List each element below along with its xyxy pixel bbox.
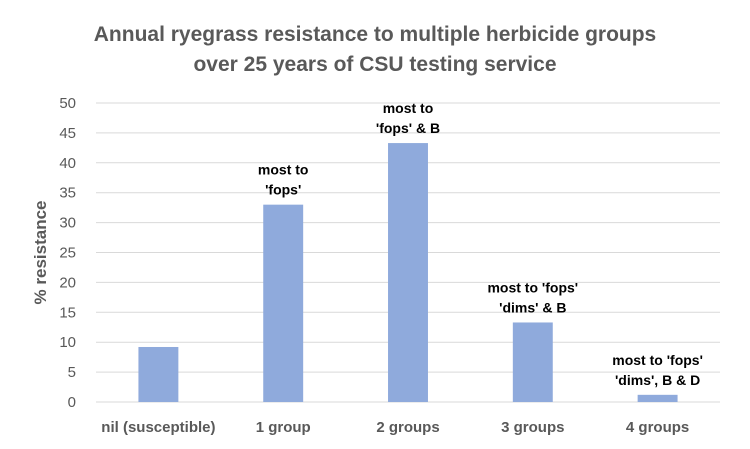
chart-title-line-2: over 25 years of CSU testing service <box>193 53 557 76</box>
data-label: 'dims', B & D <box>615 372 700 388</box>
y-tick-label: 15 <box>59 304 76 321</box>
bar <box>138 346 179 402</box>
y-axis-label: % resistance <box>31 201 50 305</box>
data-label: 'fops' <box>265 182 301 198</box>
y-tick-label: 10 <box>59 334 76 351</box>
y-tick-label: 35 <box>59 185 76 202</box>
y-tick-label: 50 <box>59 95 76 112</box>
chart-title: Annual ryegrass resistance to multiple h… <box>0 20 750 80</box>
bar <box>512 322 553 402</box>
data-label: most to 'fops' <box>612 352 703 368</box>
data-label: most to <box>258 162 309 178</box>
y-tick-label: 25 <box>59 245 76 262</box>
data-label: 'fops' & B <box>376 120 440 136</box>
x-tick-label: 2 groups <box>376 419 439 436</box>
y-tick-label: 0 <box>68 394 76 411</box>
y-tick-label: 5 <box>68 364 76 381</box>
data-label: most to <box>383 100 434 116</box>
y-tick-label: 40 <box>59 155 76 172</box>
bar <box>388 143 428 403</box>
data-label: 'dims' & B <box>499 299 566 315</box>
y-tick-label: 20 <box>59 274 76 291</box>
bar <box>637 394 678 402</box>
y-tick-label: 30 <box>59 215 76 232</box>
x-tick-label: 1 group <box>256 419 311 436</box>
chart-title-line-1: Annual ryegrass resistance to multiple h… <box>93 23 657 46</box>
x-tick-label: nil (susceptible) <box>101 419 215 436</box>
x-tick-label: 4 groups <box>626 419 689 436</box>
x-tick-label: 3 groups <box>501 419 564 436</box>
bar <box>263 204 304 402</box>
data-label: most to 'fops' <box>487 279 578 295</box>
y-tick-label: 45 <box>59 125 76 142</box>
